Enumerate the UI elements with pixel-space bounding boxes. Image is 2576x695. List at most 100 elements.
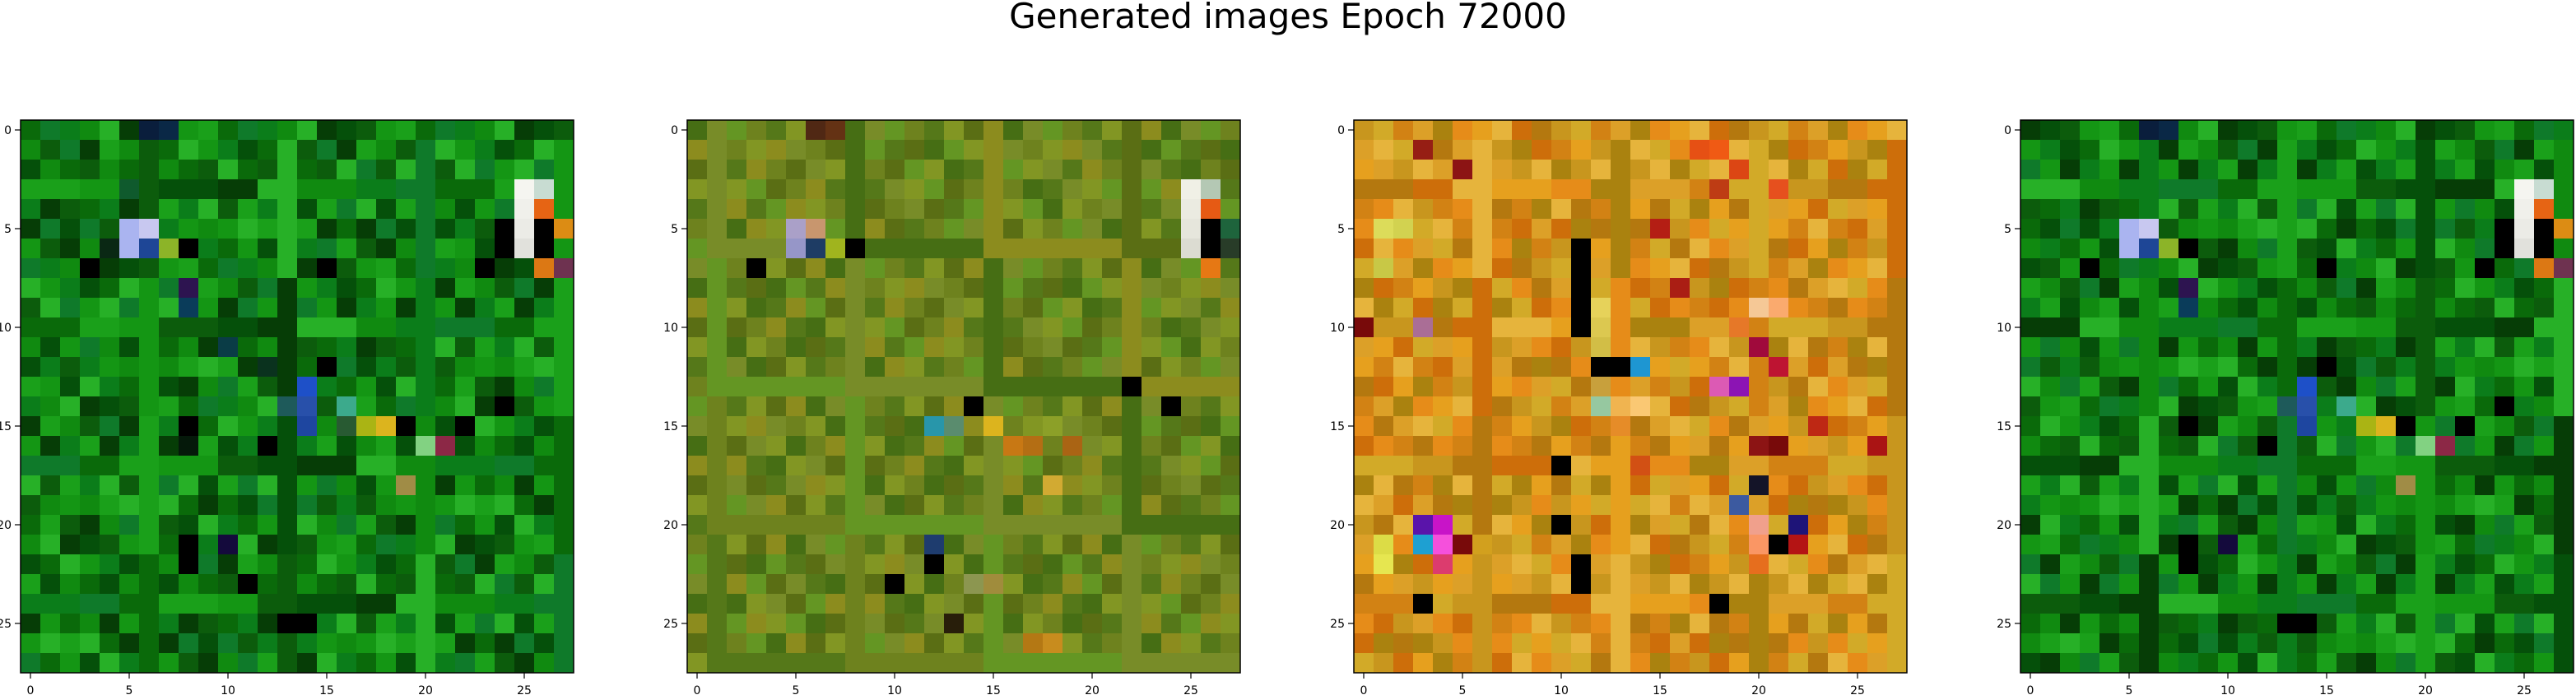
pixel-cell: [396, 120, 416, 141]
pixel-cell: [727, 120, 747, 141]
pixel-cell: [396, 258, 416, 279]
pixel-cell: [258, 258, 278, 279]
pixel-cell: [1062, 633, 1083, 654]
pixel-cell: [238, 317, 258, 338]
pixel-cell: [258, 633, 278, 654]
pixel-cell: [100, 199, 120, 220]
pixel-cell: [2534, 653, 2555, 674]
pixel-cell: [1433, 298, 1453, 318]
pixel-cell: [1611, 120, 1631, 141]
pixel-cell: [554, 160, 574, 180]
pixel-cell: [1062, 258, 1083, 279]
pixel-cell: [119, 258, 140, 279]
pixel-cell: [2317, 377, 2337, 397]
pixel-cell: [687, 495, 708, 516]
pixel-cell: [727, 317, 747, 338]
pixel-cell: [1472, 653, 1493, 674]
pixel-cell: [1374, 653, 1394, 674]
pixel-cell: [1808, 140, 1829, 160]
pixel-cell: [2139, 475, 2160, 496]
pixel-cell: [1571, 357, 1592, 378]
pixel-cell: [1062, 475, 1083, 496]
pixel-cell: [1221, 653, 1241, 674]
pixel-cell: [159, 140, 179, 160]
pixel-cell: [1181, 475, 1202, 496]
pixel-cell: [40, 475, 61, 496]
pixel-cell: [2257, 258, 2278, 279]
pixel-cell: [1043, 456, 1063, 476]
pixel-cell: [2376, 515, 2397, 535]
pixel-cell: [944, 614, 965, 634]
pixel-cell: [238, 535, 258, 555]
pixel-cell: [1808, 179, 1829, 200]
pixel-cell: [2554, 357, 2574, 378]
pixel-cell: [21, 140, 41, 160]
y-tick-label: 25: [0, 618, 12, 631]
pixel-cell: [2396, 495, 2416, 516]
pixel-cell: [1102, 140, 1123, 160]
pixel-cell: [786, 239, 807, 259]
pixel-cell: [1848, 298, 1868, 318]
pixel-cell: [885, 515, 905, 535]
pixel-cell: [198, 614, 219, 634]
pixel-cell: [2080, 219, 2100, 239]
pixel-cell: [806, 239, 826, 259]
pixel-cell: [964, 456, 984, 476]
pixel-cell: [1630, 179, 1651, 200]
pixel-cell: [337, 633, 357, 654]
pixel-cell: [1122, 535, 1142, 555]
pixel-cell: [317, 515, 337, 535]
pixel-cell: [1808, 633, 1829, 654]
pixel-cell: [2475, 140, 2495, 160]
pixel-cell: [1512, 633, 1532, 654]
pixel-cell: [1571, 120, 1592, 141]
pixel-cell: [1003, 199, 1024, 220]
pixel-cell: [396, 456, 416, 476]
pixel-cell: [376, 416, 397, 437]
pixel-cell: [2396, 357, 2416, 378]
pixel-cell: [416, 140, 436, 160]
pixel-cell: [1374, 219, 1394, 239]
pixel-cell: [1769, 653, 1789, 674]
pixel-cell: [1433, 456, 1453, 476]
pixel-cell: [1828, 594, 1848, 614]
pixel-cell: [2218, 396, 2239, 417]
pixel-cell: [2416, 278, 2436, 299]
pixel-cell: [2198, 594, 2219, 614]
pixel-cell: [1551, 653, 1572, 674]
pixel-cell: [1788, 140, 1809, 160]
pixel-cell: [944, 396, 965, 417]
pixel-cell: [2514, 219, 2535, 239]
pixel-cell: [396, 199, 416, 220]
pixel-cell: [119, 515, 140, 535]
pixel-cell: [514, 317, 535, 338]
pixel-cell: [1591, 239, 1611, 259]
pixel-cell: [1709, 554, 1730, 575]
pixel-cell: [218, 633, 239, 654]
pixel-cell: [100, 179, 120, 200]
pixel-cell: [845, 614, 866, 634]
pixel-cell: [1433, 357, 1453, 378]
pixel-cell: [2198, 456, 2219, 476]
pixel-cell: [1453, 199, 1473, 220]
pixel-cell: [1003, 258, 1024, 279]
pixel-cell: [2218, 653, 2239, 674]
pixel-cell: [1354, 456, 1374, 476]
pixel-cell: [1453, 416, 1473, 437]
pixel-cell: [2416, 436, 2436, 456]
pixel-cell: [1769, 574, 1789, 595]
pixel-cell: [218, 614, 239, 634]
pixel-cell: [2020, 515, 2041, 535]
pixel-cell: [2238, 317, 2258, 338]
pixel-cell: [1181, 278, 1202, 299]
pixel-cell: [2099, 633, 2120, 654]
y-tick-label: 5: [2004, 223, 2011, 236]
pixel-cell: [21, 160, 41, 180]
pixel-cell: [1769, 633, 1789, 654]
pixel-cell: [1201, 574, 1221, 595]
pixel-cell: [2495, 475, 2515, 496]
y-tick-label: 5: [1337, 223, 1345, 236]
pixel-cell: [139, 317, 160, 338]
pixel-cell: [1788, 554, 1809, 575]
pixel-cell: [277, 653, 298, 674]
